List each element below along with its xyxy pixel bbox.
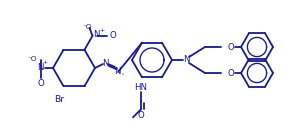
Text: O: O [228, 69, 234, 77]
Text: +: + [42, 61, 48, 66]
Text: HN: HN [134, 83, 147, 92]
Text: Br: Br [54, 95, 65, 104]
Text: O: O [138, 111, 144, 120]
Text: ⁻O: ⁻O [83, 24, 92, 30]
Text: N: N [114, 67, 120, 76]
Text: ⁻O: ⁻O [27, 56, 37, 62]
Text: O: O [109, 31, 116, 40]
Text: +: + [99, 28, 104, 33]
Text: ': ' [121, 72, 123, 78]
Text: N: N [37, 62, 43, 71]
Text: N: N [93, 30, 100, 39]
Text: N: N [102, 59, 108, 68]
Text: O: O [38, 79, 44, 89]
Text: O: O [228, 43, 234, 52]
Text: N: N [183, 55, 189, 64]
